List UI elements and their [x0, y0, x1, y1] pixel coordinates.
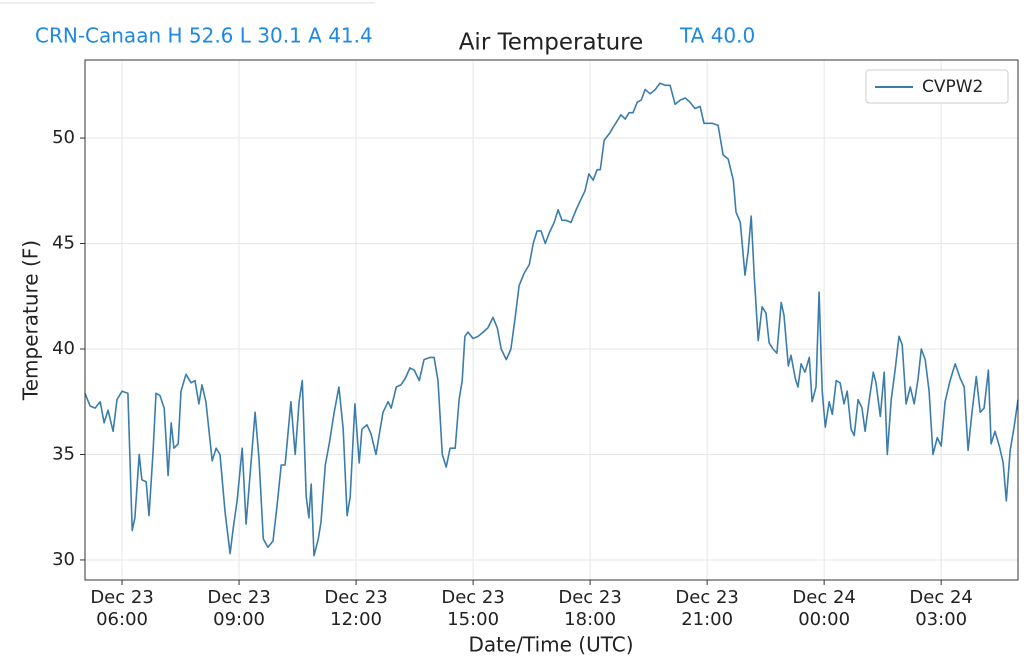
station-summary: CRN-Canaan H 52.6 L 30.1 A 41.4 [35, 24, 373, 48]
x-tick-label: Dec 23 [441, 587, 504, 608]
chart-title: Air Temperature [459, 30, 644, 56]
x-tick-label: Dec 23 [207, 587, 270, 608]
x-tick-label: Dec 23 [324, 587, 387, 608]
y-tick-label: 30 [52, 549, 75, 570]
x-axis-label: Date/Time (UTC) [468, 633, 633, 657]
x-tick-label: 12:00 [330, 609, 382, 630]
y-tick-label: 35 [52, 443, 75, 464]
average-annotation: TA 40.0 [679, 24, 755, 48]
x-tick-label: 09:00 [213, 609, 265, 630]
data-line [84, 82, 1019, 557]
x-tick-label: Dec 23 [558, 587, 621, 608]
legend-box [865, 69, 1009, 104]
legend-label: CVPW2 [922, 77, 983, 97]
y-tick-label: 50 [52, 127, 75, 148]
plot-frame [84, 59, 1019, 581]
y-tick-label: 40 [52, 338, 75, 359]
x-tick-label: Dec 23 [675, 587, 738, 608]
x-tick-label: 03:00 [915, 609, 967, 630]
x-tick-label: 21:00 [681, 609, 733, 630]
x-tick-label: 00:00 [798, 609, 850, 630]
y-axis-label: Temperature (F) [19, 240, 43, 401]
x-tick-label: Dec 23 [90, 587, 153, 608]
x-tick-label: 18:00 [564, 609, 616, 630]
x-tick-label: Dec 24 [909, 587, 972, 608]
x-tick-label: 15:00 [447, 609, 499, 630]
x-tick-label: Dec 24 [792, 587, 855, 608]
x-tick-label: 06:00 [96, 609, 148, 630]
y-tick-label: 45 [52, 233, 75, 254]
